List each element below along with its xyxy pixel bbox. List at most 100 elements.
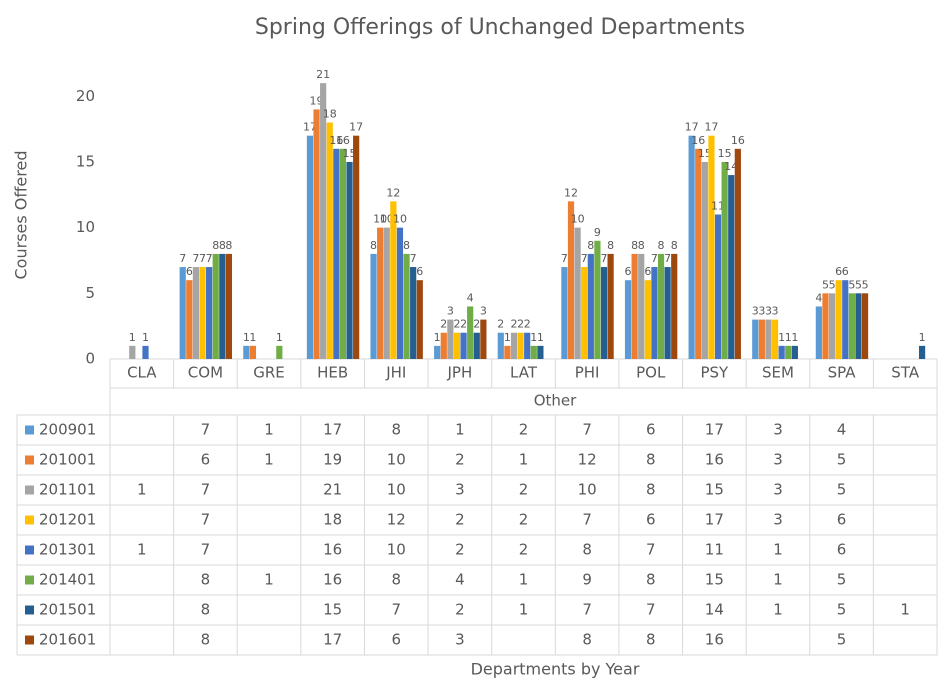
data-label: 3 [752,305,759,318]
data-label: 2 [460,318,467,331]
bar [377,227,384,359]
y-tick-label: 20 [76,87,95,105]
data-label: 15 [718,147,732,160]
legend-label: 201601 [39,631,96,649]
x-axis-title: Departments by Year [471,660,640,679]
bar [701,161,708,359]
legend-key [25,455,34,465]
bar [179,267,186,359]
bar [320,83,327,360]
category-group-label: Other [534,392,577,410]
data-label: 21 [316,68,330,81]
bar [728,175,735,359]
table-cell: 1 [264,571,274,589]
table-cell: 6 [646,421,656,439]
bar [651,267,658,359]
legend-label: 201401 [39,571,96,589]
y-tick-label: 15 [76,152,95,170]
x-tick-label: SEM [762,364,794,382]
legend-label: 201501 [39,601,96,619]
bar [370,253,377,359]
data-label: 1 [249,331,256,344]
bar [186,280,193,359]
bar [383,227,390,359]
data-label: 6 [186,265,193,278]
y-tick-label: 5 [85,284,95,302]
data-label: 16 [336,134,350,147]
data-label: 2 [440,318,447,331]
bar [353,135,360,359]
bar [453,332,461,359]
table-cell: 2 [519,421,529,439]
table-cell: 16 [705,451,724,469]
bar [212,253,219,359]
bar [855,293,862,359]
bar [688,135,695,359]
data-label: 6 [625,265,632,278]
table-cell: 8 [391,571,401,589]
table-cell: 17 [705,421,724,439]
table-cell: 19 [323,451,342,469]
data-label: 8 [658,239,665,252]
table-cell: 17 [705,511,724,529]
legend-label: 200901 [39,421,96,439]
x-tick-label: HEB [317,364,348,382]
bar [791,345,798,359]
data-label: 3 [758,305,765,318]
data-label: 8 [212,239,219,252]
bar [192,267,200,359]
table-cell: 3 [773,481,783,499]
table-cell: 17 [323,421,342,439]
legend-label: 201001 [39,451,96,469]
data-label: 2 [510,318,517,331]
bar [815,306,822,359]
table-cell: 5 [837,601,847,619]
bar [313,109,320,359]
data-label: 7 [664,252,671,265]
table-cell: 11 [705,541,724,559]
bar [721,161,728,359]
bar [631,253,638,359]
y-axis-title: Courses Offered [12,151,31,280]
data-label: 2 [473,318,480,331]
data-label: 7 [561,252,568,265]
data-label: 1 [434,331,441,344]
bar [918,345,926,359]
legend-key [25,425,34,435]
data-label: 5 [855,278,862,291]
table-cell: 5 [837,631,847,649]
table-cell: 2 [455,541,465,559]
data-label: 3 [447,305,454,318]
data-label: 8 [638,239,645,252]
legend-key [25,635,34,645]
table-cell: 6 [837,511,847,529]
bar [460,332,467,359]
table-cell: 8 [201,571,211,589]
table-cell: 10 [387,541,406,559]
data-label: 17 [349,121,363,134]
bar [765,319,772,359]
data-label: 8 [225,239,232,252]
table-cell: 18 [323,511,342,529]
data-label: 10 [571,213,585,226]
bar [510,332,518,359]
table-cell: 1 [264,451,274,469]
legend-label: 201201 [39,511,96,529]
bar [276,345,283,359]
table-cell: 12 [387,511,406,529]
bar [219,253,226,359]
chart-title: Spring Offerings of Unchanged Department… [255,15,745,40]
data-label: 3 [765,305,772,318]
table-cell: 7 [201,481,211,499]
table-cell: 6 [646,511,656,529]
bar [822,293,829,359]
bar [574,227,581,359]
bar [567,201,575,359]
bar [842,280,849,359]
table-cell: 5 [837,481,847,499]
bar [129,345,136,359]
data-label: 1 [919,331,926,344]
bar [416,280,423,359]
bar [561,267,568,359]
